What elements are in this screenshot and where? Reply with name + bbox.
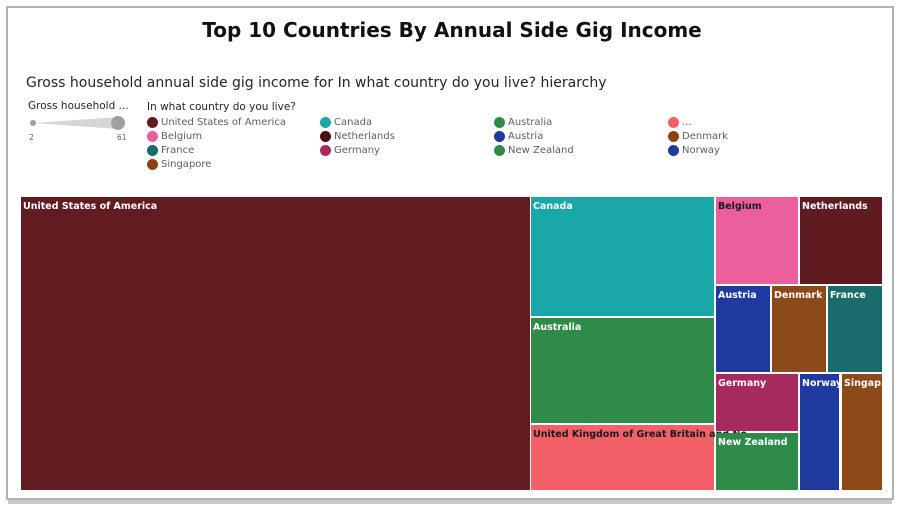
legend-item[interactable]: Australia (494, 115, 552, 129)
treemap-node[interactable]: Canada (531, 197, 714, 316)
treemap-rect[interactable] (716, 433, 798, 490)
legend-swatch (147, 144, 158, 156)
legend-label: Canada (334, 116, 373, 128)
size-legend-wedge (33, 117, 124, 129)
legend-label: France (161, 144, 195, 156)
size-legend-min-circle (30, 120, 36, 126)
legend-item[interactable]: Norway (668, 143, 720, 157)
treemap-node[interactable]: Germany (716, 374, 798, 431)
treemap-node[interactable]: United Kingdom of Great Britain and No..… (531, 425, 758, 490)
treemap-label: New Zealand (718, 437, 787, 448)
treemap-rect[interactable] (772, 286, 826, 372)
treemap-node[interactable]: Singap... (842, 374, 892, 490)
legend-swatch (494, 130, 505, 142)
legend-swatch (494, 144, 505, 156)
legend-item[interactable]: France (147, 143, 194, 157)
legend-label: New Zealand (508, 144, 574, 156)
legend-item[interactable]: Denmark (668, 129, 728, 143)
legend-label: Austria (508, 130, 544, 142)
treemap-node[interactable]: Netherlands (800, 197, 882, 284)
treemap-node[interactable]: Austria (716, 286, 770, 372)
legend-swatch (147, 116, 158, 128)
legend-item[interactable]: United States of America (147, 115, 286, 129)
legend-item[interactable]: Germany (320, 143, 380, 157)
size-legend-max: 61 (117, 133, 127, 142)
treemap-label: United Kingdom of Great Britain and No..… (533, 429, 758, 440)
treemap-label: United States of America (23, 201, 157, 212)
frame-bottom-bar (8, 500, 892, 504)
legend-item[interactable]: ... (668, 115, 692, 129)
treemap-label: Belgium (718, 201, 762, 212)
legend-item[interactable]: Singapore (147, 157, 211, 171)
legend-item[interactable]: Canada (320, 115, 372, 129)
treemap-label: Australia (533, 322, 581, 333)
treemap-node[interactable]: United States of America (21, 197, 530, 490)
treemap-node[interactable]: Norway (800, 374, 843, 490)
treemap-label: Denmark (774, 290, 823, 301)
legend-item[interactable]: Belgium (147, 129, 202, 143)
legend-swatch (147, 158, 158, 170)
legend-label: Singapore (161, 158, 212, 170)
legend-swatch (668, 130, 679, 142)
legend-label: Norway (682, 144, 720, 156)
size-legend-max-circle (111, 116, 125, 130)
legend-item[interactable]: New Zealand (494, 143, 574, 157)
color-legend-title: In what country do you live? (147, 101, 296, 113)
size-legend-min: 2 (29, 133, 34, 142)
treemap-rect[interactable] (531, 197, 714, 316)
treemap-rect[interactable] (716, 374, 798, 431)
legend-swatch (320, 116, 331, 128)
legend-swatch (494, 116, 505, 128)
treemap-rect[interactable] (828, 286, 882, 372)
size-legend-title: Gross household ... (28, 100, 129, 112)
legend-label: Australia (508, 116, 553, 128)
treemap-rect[interactable] (21, 197, 530, 490)
treemap-label: Singap... (844, 378, 892, 389)
legend-swatch (147, 130, 158, 142)
size-legend-slider (30, 116, 125, 130)
chart-subtitle: Gross household annual side gig income f… (26, 75, 607, 91)
treemap-node[interactable]: Belgium (716, 197, 798, 284)
legend-label: ... (682, 116, 692, 128)
treemap-label: Canada (533, 201, 573, 212)
legend-item[interactable]: Netherlands (320, 129, 395, 143)
treemap-label: France (830, 290, 866, 301)
treemap-rect[interactable] (800, 374, 839, 490)
legend-swatch (320, 144, 331, 156)
treemap-rect[interactable] (531, 425, 714, 490)
treemap-label: Germany (718, 378, 767, 389)
legend-label: Netherlands (334, 130, 395, 142)
legend-label: United States of America (161, 116, 286, 128)
treemap-label: Austria (718, 290, 757, 301)
treemap-rect[interactable] (800, 197, 882, 284)
treemap-rect[interactable] (842, 374, 882, 490)
treemap-node[interactable]: Australia (531, 318, 714, 423)
legend-swatch (320, 130, 331, 142)
treemap-label: Netherlands (802, 201, 868, 212)
treemap-label: Norway (802, 378, 843, 389)
legend-label: Belgium (161, 130, 202, 142)
treemap-node[interactable]: Denmark (772, 286, 826, 372)
page-title: Top 10 Countries By Annual Side Gig Inco… (202, 18, 702, 42)
treemap-rect[interactable] (531, 318, 714, 423)
treemap-rect[interactable] (716, 286, 770, 372)
legend-label: Germany (334, 144, 380, 156)
treemap-node[interactable]: New Zealand (716, 433, 798, 490)
legend-swatch (668, 144, 679, 156)
legend-label: Denmark (682, 130, 728, 142)
legend-item[interactable]: Austria (494, 129, 543, 143)
treemap-node[interactable]: France (828, 286, 882, 372)
legend-swatch (668, 116, 679, 128)
treemap-rect[interactable] (716, 197, 798, 284)
